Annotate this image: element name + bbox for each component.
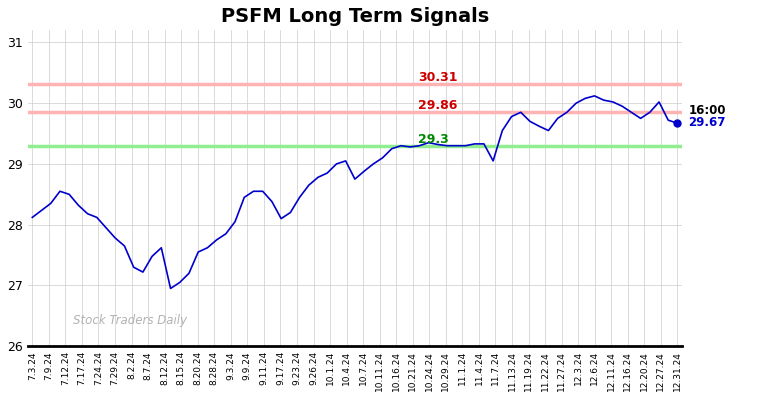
Text: Stock Traders Daily: Stock Traders Daily <box>74 314 187 327</box>
Text: 29.67: 29.67 <box>688 116 726 129</box>
Text: 30.31: 30.31 <box>419 71 458 84</box>
Title: PSFM Long Term Signals: PSFM Long Term Signals <box>221 7 489 26</box>
Text: 29.3: 29.3 <box>419 133 449 146</box>
Text: 29.86: 29.86 <box>419 99 458 112</box>
Text: 16:00: 16:00 <box>688 103 726 117</box>
